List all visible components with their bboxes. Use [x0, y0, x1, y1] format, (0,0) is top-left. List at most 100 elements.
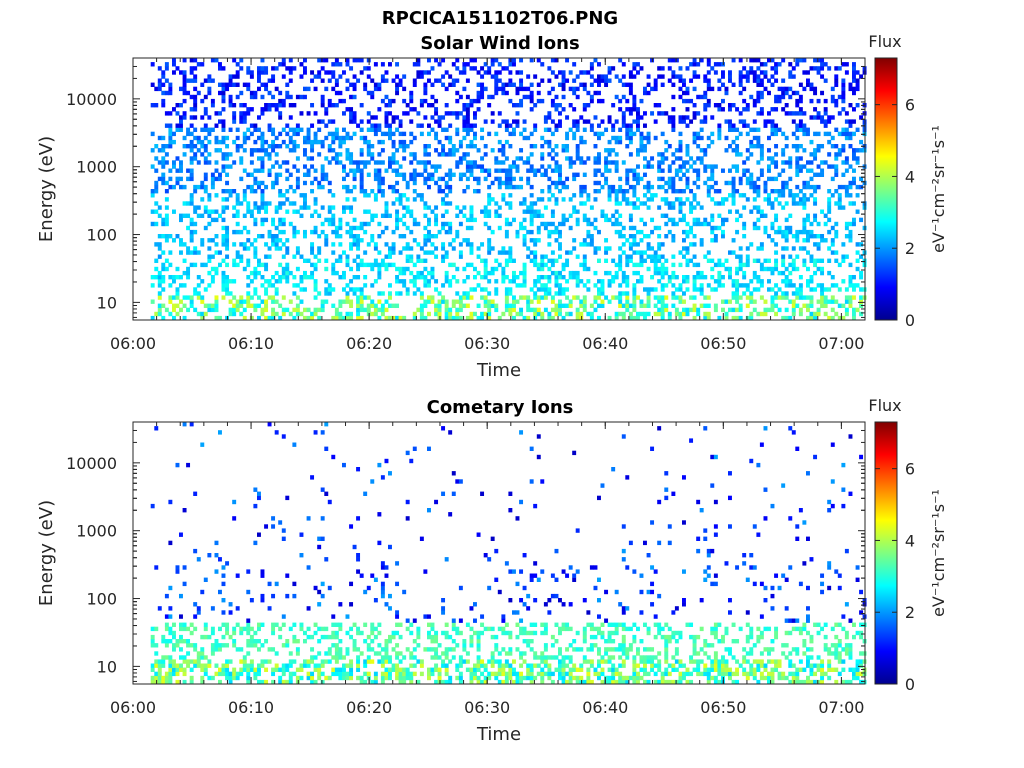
heatmap-cell: [331, 119, 336, 124]
heatmap-cell: [214, 307, 219, 313]
heatmap-cell: [618, 213, 623, 218]
heatmap-cell: [717, 78, 722, 83]
heatmap-cell: [168, 127, 173, 132]
heatmap-cell: [327, 148, 332, 153]
heatmap-cell: [745, 258, 750, 263]
heatmap-cell: [412, 62, 417, 67]
heatmap-cell: [193, 209, 198, 214]
heatmap-cell: [575, 307, 580, 313]
heatmap-cell: [271, 647, 276, 652]
heatmap-cell: [565, 184, 570, 190]
heatmap-cell: [473, 266, 477, 272]
heatmap-cell: [561, 275, 566, 280]
heatmap-cell: [274, 86, 279, 92]
heatmap-cell: [565, 156, 570, 161]
heatmap-cell: [370, 311, 375, 317]
heatmap-cell: [572, 123, 577, 128]
heatmap-cell: [827, 66, 832, 71]
heatmap-cell: [682, 311, 686, 317]
heatmap-cell: [657, 307, 662, 313]
heatmap-cell: [327, 283, 332, 288]
heatmap-cell: [473, 160, 477, 165]
heatmap-cell: [154, 275, 159, 280]
heatmap-cell: [763, 74, 768, 79]
heatmap-cell: [391, 98, 396, 104]
heatmap-cell: [607, 270, 612, 276]
colorbar-tick-label: 2: [905, 239, 915, 258]
heatmap-cell: [643, 123, 647, 128]
heatmap-cell: [490, 246, 495, 251]
heatmap-cell: [267, 103, 272, 108]
heatmap-cell: [749, 295, 754, 300]
heatmap-cell: [225, 254, 230, 259]
heatmap-cell: [526, 315, 531, 321]
heatmap-cell: [522, 160, 527, 165]
heatmap-cell: [246, 201, 251, 206]
heatmap-cell: [852, 283, 856, 288]
heatmap-cell: [841, 172, 846, 177]
heatmap-cell: [788, 229, 793, 235]
heatmap-cell: [763, 299, 768, 304]
heatmap-cell: [494, 303, 499, 308]
heatmap-cell: [292, 139, 297, 145]
heatmap-cell: [699, 135, 704, 141]
heatmap-cell: [260, 234, 265, 239]
heatmap-cell: [802, 225, 807, 231]
heatmap-cell: [724, 197, 729, 202]
heatmap-cell: [593, 217, 598, 223]
heatmap-cell: [210, 675, 215, 681]
heatmap-cell: [402, 193, 407, 198]
heatmap-cell: [292, 581, 297, 587]
heatmap-cell: [292, 201, 297, 206]
heatmap-cell: [370, 156, 375, 161]
heatmap-cell: [434, 234, 439, 239]
heatmap-cell: [388, 254, 392, 259]
heatmap-cell: [816, 66, 821, 71]
heatmap-cell: [543, 262, 548, 268]
heatmap-cell: [292, 254, 297, 259]
heatmap-cell: [848, 144, 853, 149]
heatmap-cell: [331, 148, 336, 153]
heatmap-cell: [802, 184, 807, 190]
heatmap-cell: [182, 303, 187, 308]
heatmap-cell: [643, 135, 647, 141]
heatmap-cell: [497, 225, 502, 231]
heatmap-cell: [310, 671, 315, 677]
heatmap-cell: [228, 152, 233, 157]
heatmap-cell: [756, 139, 761, 145]
heatmap-cell: [423, 258, 428, 263]
heatmap-cell: [345, 172, 350, 177]
heatmap-cell: [717, 213, 722, 218]
heatmap-cell: [522, 94, 527, 100]
heatmap-cell: [689, 225, 694, 231]
heatmap-cell: [558, 164, 562, 169]
heatmap-cell: [813, 131, 818, 137]
heatmap-cell: [735, 299, 740, 304]
heatmap-cell: [345, 258, 350, 263]
heatmap-cell: [827, 164, 832, 169]
heatmap-cell: [225, 180, 230, 186]
heatmap-cell: [788, 299, 793, 304]
heatmap-cell: [257, 70, 261, 75]
heatmap-cell: [554, 229, 559, 235]
heatmap-cell: [264, 287, 269, 292]
heatmap-cell: [713, 287, 718, 292]
heatmap-cell: [441, 58, 446, 63]
heatmap-cell: [458, 156, 463, 161]
heatmap-cell: [218, 172, 222, 177]
heatmap-cell: [331, 229, 336, 235]
heatmap-cell: [699, 156, 704, 161]
heatmap-cell: [575, 270, 580, 276]
heatmap-cell: [582, 238, 587, 243]
heatmap-cell: [522, 266, 527, 272]
heatmap-cell: [519, 184, 524, 190]
heatmap-cell: [685, 250, 690, 255]
heatmap-cell: [395, 209, 400, 214]
heatmap-cell: [820, 295, 825, 300]
heatmap-cell: [689, 78, 694, 83]
heatmap-cell: [210, 630, 215, 636]
heatmap-cell: [823, 111, 828, 116]
heatmap-cell: [342, 250, 346, 255]
heatmap-cell: [650, 275, 655, 280]
heatmap-cell: [848, 262, 853, 268]
